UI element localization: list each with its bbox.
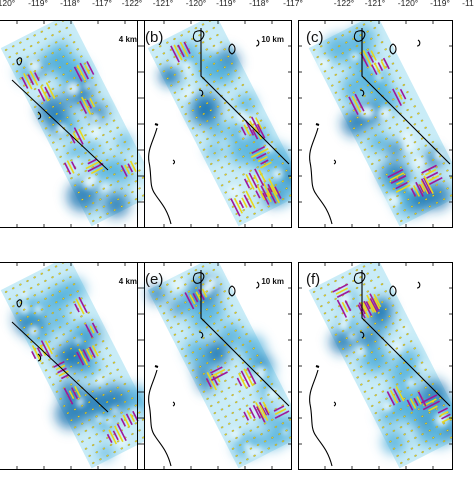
depth-label: 10 km bbox=[261, 277, 284, 286]
data-strip bbox=[147, 20, 292, 227]
depth-label: 10 km bbox=[261, 35, 284, 44]
longitude-tick-label: -118° bbox=[462, 0, 474, 8]
state-boundary bbox=[361, 28, 451, 165]
map-panel-d: 4 km bbox=[0, 262, 145, 470]
anisotropy-glyphs bbox=[31, 296, 139, 445]
panel-label: (f) bbox=[306, 271, 320, 288]
fault-line bbox=[11, 79, 109, 171]
coastline bbox=[16, 57, 42, 120]
coastline bbox=[16, 299, 42, 362]
longitude-tick-label: -120° bbox=[0, 0, 15, 8]
data-strip bbox=[147, 262, 292, 469]
depth-label: 4 km bbox=[119, 35, 137, 44]
fault-line bbox=[11, 321, 109, 413]
longitude-tick-label: -121° bbox=[365, 0, 385, 8]
state-boundary bbox=[200, 270, 290, 407]
panel-label: (c) bbox=[306, 29, 324, 46]
anisotropy-glyphs bbox=[348, 49, 443, 197]
coastline bbox=[309, 30, 421, 225]
map-panel-e: (e) 10 km bbox=[137, 262, 292, 470]
grid-dots bbox=[4, 20, 145, 222]
longitude-tick-label: -120° bbox=[186, 0, 206, 8]
map-panels: 4 km (b) 10 km (c) 4 km (e) 10 km (f) bbox=[0, 20, 453, 470]
panel-label: (e) bbox=[145, 271, 163, 288]
coast-path bbox=[309, 127, 333, 225]
longitude-tick-label: -122° bbox=[122, 0, 142, 8]
map-panel-b: (b) 10 km bbox=[137, 20, 292, 228]
coast-path bbox=[148, 369, 172, 467]
data-strip bbox=[308, 262, 453, 469]
depth-label: 4 km bbox=[119, 277, 137, 286]
longitude-tick-label: -121° bbox=[153, 0, 173, 8]
panel-label: (b) bbox=[145, 29, 163, 46]
longitude-tick-label: -119° bbox=[430, 0, 450, 8]
top-axis-labels: -120° -119° -118° -117° -122° -121° -120° -119°… bbox=[0, 0, 474, 8]
coast-path bbox=[148, 127, 172, 225]
longitude-tick-label: -119° bbox=[216, 0, 236, 8]
data-strip bbox=[0, 262, 145, 469]
longitude-tick-label: -118° bbox=[249, 0, 269, 8]
longitude-tick-label: -119° bbox=[28, 0, 48, 8]
map-panel-a: 4 km bbox=[0, 20, 145, 228]
longitude-tick-label: -117° bbox=[92, 0, 112, 8]
anisotropy-glyphs bbox=[184, 288, 290, 423]
map-panel-c: (c) bbox=[298, 20, 453, 228]
coast-path bbox=[309, 369, 333, 467]
coastline bbox=[148, 30, 260, 225]
map-panel-f: (f) bbox=[298, 262, 453, 470]
longitude-tick-label: -120° bbox=[398, 0, 418, 8]
longitude-tick-label: -118° bbox=[60, 0, 80, 8]
state-boundary bbox=[200, 28, 290, 165]
anisotropy-glyphs bbox=[170, 41, 282, 217]
anisotropy-glyphs bbox=[21, 61, 137, 177]
longitude-tick-label: -117° bbox=[283, 0, 303, 8]
anisotropy-glyphs bbox=[332, 283, 453, 424]
longitude-tick-label: -122° bbox=[334, 0, 354, 8]
state-boundary bbox=[361, 270, 451, 407]
data-strip bbox=[308, 20, 453, 227]
